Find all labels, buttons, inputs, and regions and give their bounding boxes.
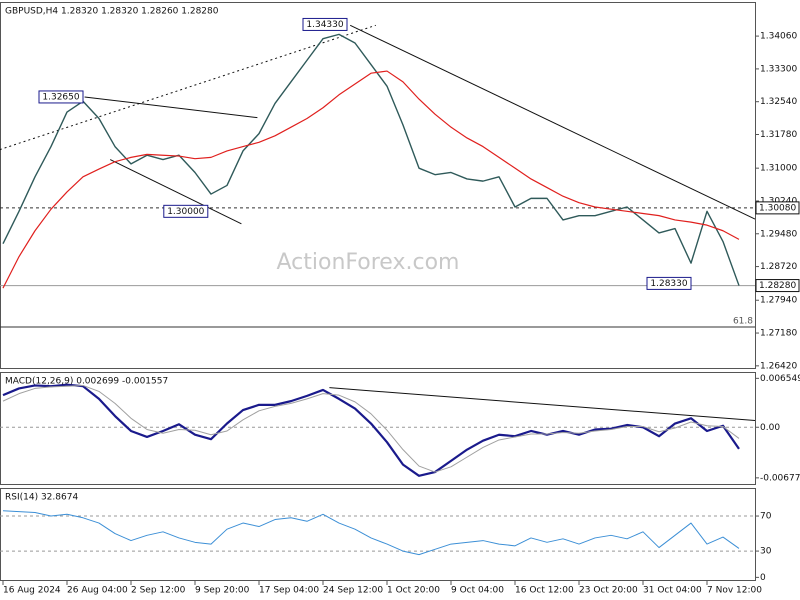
y-tick-label: 1.33300 xyxy=(760,64,797,74)
price-label-box xyxy=(302,17,348,31)
price-label: 1.28330 xyxy=(650,279,687,289)
y-tick-label: -0.006778 xyxy=(760,473,800,483)
y-tick-label: 1.27940 xyxy=(760,296,797,306)
x-tick-label: 17 Sep 04:00 xyxy=(259,586,319,596)
trendline xyxy=(349,24,756,220)
trendline xyxy=(329,387,756,422)
price-label: 1.30000 xyxy=(167,207,204,217)
series-line xyxy=(2,383,740,477)
x-tick-label: 31 Oct 04:00 xyxy=(643,586,702,596)
y-tick-label: 1.26420 xyxy=(760,361,797,371)
y-tick-label: 70 xyxy=(760,512,772,522)
price-label-box xyxy=(163,204,209,218)
x-tick-label: 7 Nov 12:00 xyxy=(707,586,762,596)
y-tick-label: 0.006549 xyxy=(760,374,800,384)
y-tick-label: 30 xyxy=(760,547,772,557)
axis-price-label: 1.28280 xyxy=(759,281,796,291)
x-tick-label: 23 Oct 20:00 xyxy=(579,586,638,596)
x-tick-label: 9 Sep 20:00 xyxy=(195,586,250,596)
watermark: ActionForex.com xyxy=(277,250,460,275)
pane-frame xyxy=(0,2,756,369)
y-tick-label: 1.32540 xyxy=(760,97,797,107)
trendline xyxy=(109,159,242,225)
y-tick-label: 1.29480 xyxy=(760,229,797,239)
pane-title: MACD(12,26,9) 0.002699 -0.001557 xyxy=(5,377,168,387)
price-label: 1.34330 xyxy=(306,20,343,30)
pane-title: RSI(14) 32.8674 xyxy=(5,493,78,503)
pane-frame xyxy=(0,372,756,485)
trendline xyxy=(84,96,258,119)
y-tick-label: 0.00 xyxy=(760,423,780,433)
pane-frame xyxy=(0,488,756,581)
y-tick-label: 1.31000 xyxy=(760,164,797,174)
x-tick-label: 16 Aug 2024 xyxy=(3,586,61,596)
y-tick-label: 1.27180 xyxy=(760,329,797,339)
axis-price-box xyxy=(755,201,800,215)
x-tick-label: 24 Sep 12:00 xyxy=(323,586,383,596)
axis-price-label: 1.30080 xyxy=(759,203,796,213)
x-tick-label: 1 Oct 20:00 xyxy=(387,586,440,596)
x-tick-label: 16 Oct 12:00 xyxy=(515,586,574,596)
x-tick-label: 26 Aug 04:00 xyxy=(67,586,128,596)
axis-price-box xyxy=(755,279,800,293)
y-tick-label: 1.31780 xyxy=(760,130,797,140)
price-label: 1.32650 xyxy=(42,92,79,102)
price-label-box xyxy=(646,276,692,290)
y-tick-label: 0 xyxy=(760,573,766,583)
x-tick-label: 9 Oct 04:00 xyxy=(451,586,504,596)
series-line xyxy=(2,510,740,556)
price-label-box xyxy=(38,90,84,104)
y-tick-label: 1.34060 xyxy=(760,32,797,42)
pane-title: GBPUSD,H4 1.28320 1.28320 1.28260 1.2828… xyxy=(5,7,219,17)
trendline xyxy=(0,24,376,151)
series-line xyxy=(2,70,740,289)
level-label: 61.8 xyxy=(733,316,753,326)
series-line xyxy=(2,384,740,473)
x-tick-label: 2 Sep 12:00 xyxy=(131,586,186,596)
y-tick-label: 1.28720 xyxy=(760,262,797,272)
